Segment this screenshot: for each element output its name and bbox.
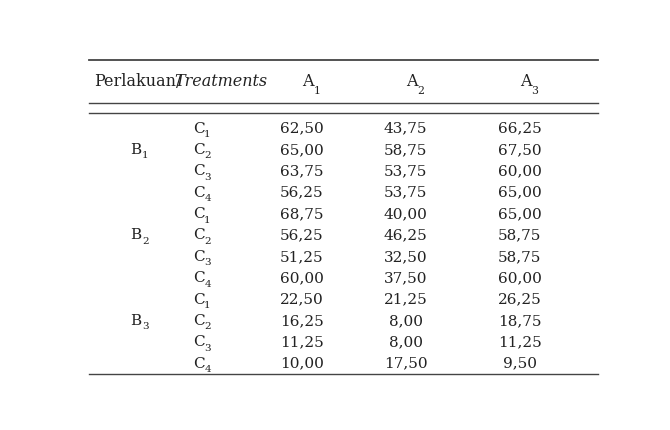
Text: 53,75: 53,75: [384, 164, 427, 178]
Text: 68,75: 68,75: [280, 207, 324, 221]
Text: 60,00: 60,00: [280, 271, 324, 285]
Text: 65,00: 65,00: [280, 143, 324, 157]
Text: B: B: [131, 143, 141, 157]
Text: 2: 2: [204, 237, 211, 246]
Text: 60,00: 60,00: [498, 271, 542, 285]
Text: 21,25: 21,25: [384, 292, 427, 307]
Text: A: A: [406, 73, 417, 90]
Text: 3: 3: [204, 258, 211, 267]
Text: 17,50: 17,50: [384, 357, 427, 371]
Text: 22,50: 22,50: [280, 292, 324, 307]
Text: C: C: [193, 228, 204, 243]
Text: B: B: [131, 228, 141, 243]
Text: 1: 1: [204, 130, 211, 139]
Text: 1: 1: [314, 86, 320, 96]
Text: C: C: [193, 186, 204, 200]
Text: 16,25: 16,25: [280, 314, 324, 328]
Text: C: C: [193, 314, 204, 328]
Text: 4: 4: [204, 280, 211, 289]
Text: 11,25: 11,25: [498, 335, 542, 349]
Text: 2: 2: [204, 151, 211, 160]
Text: A: A: [302, 73, 314, 90]
Text: 37,50: 37,50: [384, 271, 427, 285]
Text: 2: 2: [204, 322, 211, 332]
Text: 11,25: 11,25: [280, 335, 324, 349]
Text: 18,75: 18,75: [498, 314, 541, 328]
Text: 66,25: 66,25: [498, 122, 542, 135]
Text: 1: 1: [204, 215, 211, 224]
Text: 10,00: 10,00: [280, 357, 324, 371]
Text: 9,50: 9,50: [503, 357, 537, 371]
Text: 43,75: 43,75: [384, 122, 427, 135]
Text: 2: 2: [142, 237, 149, 246]
Text: C: C: [193, 164, 204, 178]
Text: 1: 1: [204, 301, 211, 310]
Text: 58,75: 58,75: [384, 143, 427, 157]
Text: 62,50: 62,50: [280, 122, 324, 135]
Text: 3: 3: [204, 173, 211, 182]
Text: 65,00: 65,00: [498, 186, 542, 200]
Text: 58,75: 58,75: [498, 250, 541, 264]
Text: 67,50: 67,50: [498, 143, 542, 157]
Text: Perlakuan/: Perlakuan/: [94, 73, 182, 90]
Text: Treatments: Treatments: [175, 73, 268, 90]
Text: C: C: [193, 335, 204, 349]
Text: C: C: [193, 143, 204, 157]
Text: C: C: [193, 207, 204, 221]
Text: A: A: [520, 73, 531, 90]
Text: 3: 3: [142, 322, 149, 332]
Text: 58,75: 58,75: [498, 228, 541, 243]
Text: 63,75: 63,75: [280, 164, 324, 178]
Text: 4: 4: [204, 365, 211, 374]
Text: 3: 3: [204, 344, 211, 353]
Text: 1: 1: [142, 151, 149, 160]
Text: 26,25: 26,25: [498, 292, 542, 307]
Text: C: C: [193, 122, 204, 135]
Text: 8,00: 8,00: [389, 314, 423, 328]
Text: C: C: [193, 271, 204, 285]
Text: 46,25: 46,25: [384, 228, 427, 243]
Text: 2: 2: [417, 86, 424, 96]
Text: 56,25: 56,25: [280, 186, 324, 200]
Text: C: C: [193, 292, 204, 307]
Text: 3: 3: [531, 86, 538, 96]
Text: 56,25: 56,25: [280, 228, 324, 243]
Text: C: C: [193, 250, 204, 264]
Text: 4: 4: [204, 194, 211, 203]
Text: C: C: [193, 357, 204, 371]
Text: B: B: [131, 314, 141, 328]
Text: 51,25: 51,25: [280, 250, 324, 264]
Text: 8,00: 8,00: [389, 335, 423, 349]
Text: 40,00: 40,00: [384, 207, 427, 221]
Text: 32,50: 32,50: [384, 250, 427, 264]
Text: 60,00: 60,00: [498, 164, 542, 178]
Text: 53,75: 53,75: [384, 186, 427, 200]
Text: 65,00: 65,00: [498, 207, 542, 221]
